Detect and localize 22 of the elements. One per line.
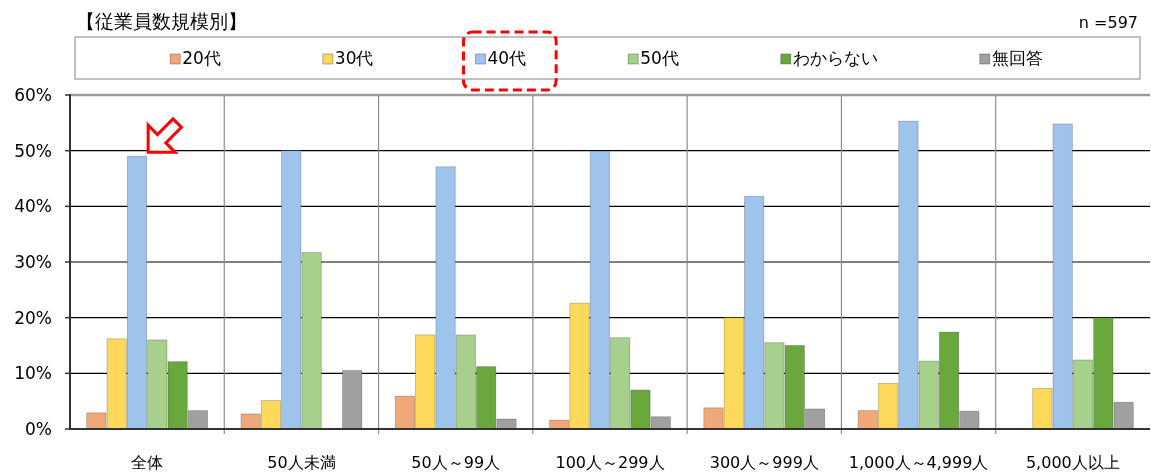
x-tick-label: 1,000人～4,999人 bbox=[848, 453, 989, 472]
legend-label: わからない bbox=[792, 48, 878, 68]
x-tick-label: 50人～99人 bbox=[411, 453, 501, 472]
legend-label: 20代 bbox=[182, 48, 221, 68]
y-tick-label: 60% bbox=[14, 85, 52, 105]
y-tick-label: 20% bbox=[14, 307, 52, 328]
legend-label: 40代 bbox=[487, 48, 527, 68]
y-tick-label: 0% bbox=[25, 419, 52, 439]
x-tick-label: 5,000人以上 bbox=[1025, 453, 1120, 472]
x-tick-label: 50人未満 bbox=[267, 453, 336, 472]
x-tick-label: 100人～299人 bbox=[555, 453, 665, 472]
legend-label: 30代 bbox=[334, 48, 374, 68]
y-tick-label: 10% bbox=[14, 363, 52, 384]
y-tick-label: 30% bbox=[14, 252, 52, 272]
x-tick-label: 300人～999人 bbox=[709, 453, 819, 472]
x-tick-label: 全体 bbox=[131, 453, 164, 472]
chart-title: 【従業員数規模別】 bbox=[76, 10, 247, 32]
text: n =597 bbox=[1078, 13, 1138, 32]
legend-label: 50代 bbox=[640, 48, 679, 68]
y-tick-label: 50% bbox=[14, 140, 52, 161]
y-tick-label: 40% bbox=[14, 196, 52, 217]
legend-label: 無回答 bbox=[991, 48, 1043, 68]
